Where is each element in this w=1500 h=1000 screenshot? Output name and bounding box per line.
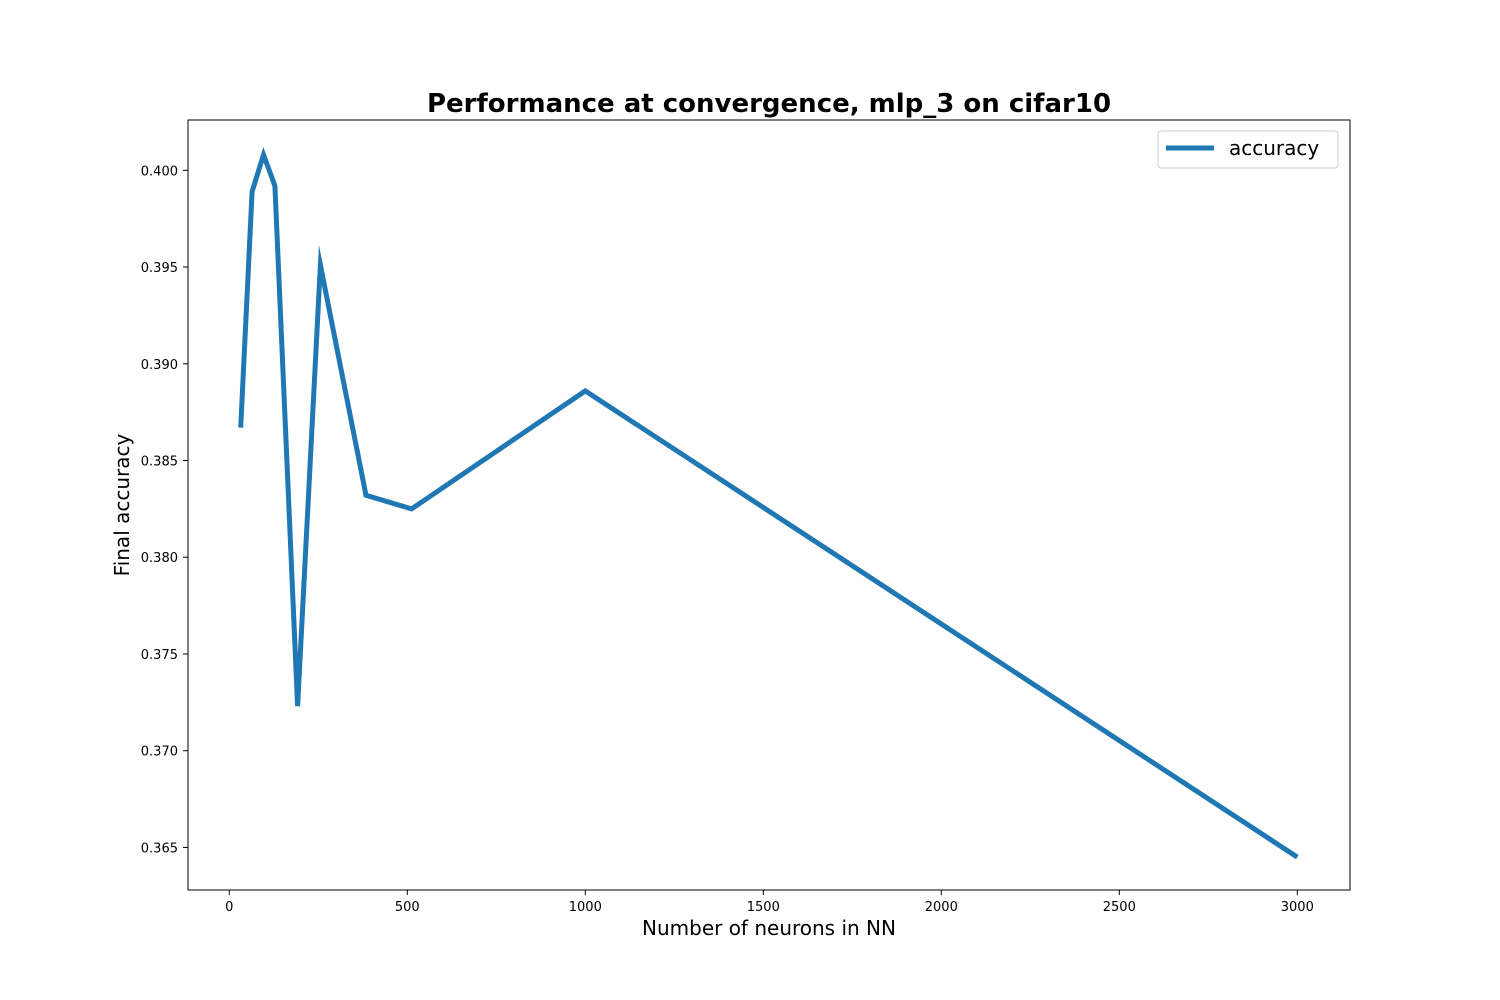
y-tick-label: 0.390 — [141, 358, 178, 373]
y-tick-label: 0.365 — [141, 841, 178, 856]
chart-title: Performance at convergence, mlp_3 on cif… — [427, 89, 1111, 119]
y-tick-label: 0.375 — [141, 648, 178, 663]
x-tick-label: 1000 — [569, 900, 602, 915]
x-tick-label: 2000 — [925, 900, 958, 915]
x-axis: 0 500 1000 1500 2000 2500 3000 — [225, 890, 1314, 915]
y-axis-label: Final accuracy — [110, 433, 134, 576]
x-tick-label: 500 — [395, 900, 420, 915]
legend-box — [1157, 130, 1339, 169]
y-tick-label: 0.380 — [141, 551, 178, 566]
legend-label-accuracy: accuracy — [1229, 136, 1319, 160]
series-line-accuracy — [238, 147, 1299, 860]
y-tick-label: 0.385 — [141, 455, 178, 470]
y-tick-label: 0.370 — [141, 745, 178, 760]
legend: accuracy — [1157, 130, 1339, 169]
y-axis: 0.365 0.370 0.375 0.380 0.385 0.390 0.395 0.400 — [141, 164, 188, 856]
x-tick-label: 3000 — [1281, 900, 1314, 915]
x-tick-label: 0 — [225, 900, 233, 915]
y-tick-label: 0.395 — [141, 261, 178, 276]
x-tick-label: 1500 — [747, 900, 780, 915]
x-axis-label: Number of neurons in NN — [642, 916, 896, 940]
series-layer — [238, 147, 1299, 860]
x-tick-label: 2500 — [1103, 900, 1136, 915]
y-tick-label: 0.400 — [141, 164, 178, 179]
plot-area — [187, 119, 1351, 891]
